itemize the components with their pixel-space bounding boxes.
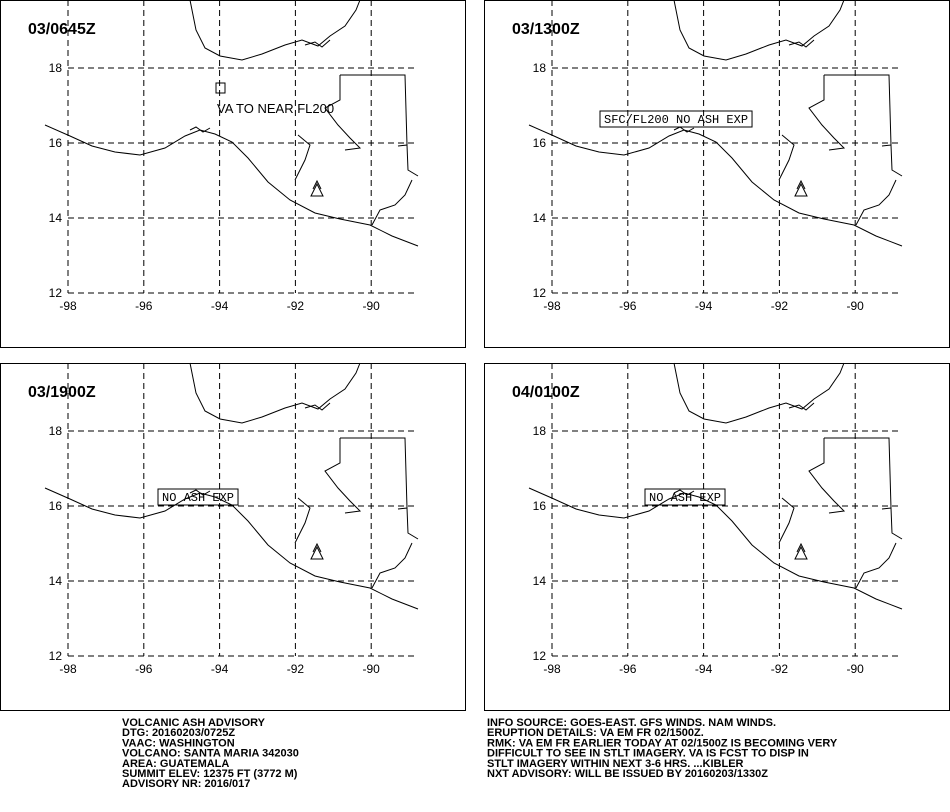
map-panel: 18 16 14 12-98 -96 -94 -92 -90 04/0100Z NO ASH EX…	[484, 362, 950, 711]
advisory-line: ADVISORY NR: 2016/017	[122, 778, 250, 790]
lon-tick-label: -96	[135, 662, 153, 676]
panel-border	[0, 0, 466, 348]
advisory-line: SUMMIT ELEV: 12375 FT (3772 M)	[122, 768, 298, 780]
lat-tick-label: 18	[533, 424, 547, 438]
lon-tick-label: -92	[771, 662, 789, 676]
lon-tick-label: -92	[287, 662, 305, 676]
lon-tick-label: -92	[287, 299, 305, 313]
lon-tick-label: -90	[363, 662, 381, 676]
ash-label-box	[157, 488, 239, 506]
panel-border	[484, 363, 950, 711]
lat-tick-label: 16	[49, 136, 63, 150]
lat-tick-label: 18	[49, 424, 63, 438]
lat-tick-label: 14	[49, 211, 63, 225]
map-panel: 18 16 14 12-98 -96 -94 -92 -90 03/1900Z NO ASH EX…	[0, 362, 466, 711]
info-line: INFO SOURCE: GOES-EAST. GFS WINDS. NAM W…	[487, 717, 776, 729]
lat-tick-label: 12	[533, 286, 547, 300]
advisory-line: VAAC: WASHINGTON	[122, 737, 235, 749]
lon-tick-label: -94	[211, 662, 229, 676]
panel-time: 03/1900Z	[28, 384, 96, 401]
panel-time: 03/1300Z	[512, 21, 580, 38]
panel-border	[0, 363, 466, 711]
ash-label-box	[599, 110, 753, 128]
lon-tick-label: -96	[619, 662, 637, 676]
lon-tick-label: -94	[211, 299, 229, 313]
lat-tick-label: 12	[49, 286, 63, 300]
advisory-line: VOLCANO: SANTA MARIA 342030	[122, 748, 299, 760]
lat-tick-label: 14	[49, 574, 63, 588]
lon-tick-label: -98	[543, 299, 561, 313]
lat-tick-label: 16	[533, 499, 547, 513]
lat-tick-label: 14	[533, 574, 547, 588]
panel-time: 04/0100Z	[512, 384, 580, 401]
ash-label: SFC/FL200 NO ASH EXP	[604, 113, 748, 127]
ash-label-box	[644, 488, 726, 506]
lat-tick-label: 18	[49, 61, 63, 75]
panel-time: 03/0645Z	[28, 21, 96, 38]
coastline	[528, 362, 903, 610]
lat-tick-label: 16	[533, 136, 547, 150]
advisory-line: VOLCANIC ASH ADVISORY	[122, 717, 266, 729]
lon-tick-label: -90	[363, 299, 381, 313]
ash-area	[215, 82, 226, 94]
lon-tick-label: -94	[695, 662, 713, 676]
lon-tick-label: -96	[619, 299, 637, 313]
info-line: ERUPTION DETAILS: VA EM FR 02/1500Z.	[487, 727, 704, 739]
lat-tick-label: 12	[533, 649, 547, 663]
coastline	[44, 362, 419, 610]
lat-tick-label: 18	[533, 61, 547, 75]
lat-tick-label: 14	[533, 211, 547, 225]
info-line: NXT ADVISORY: WILL BE ISSUED BY 20160203…	[487, 768, 768, 780]
ash-label: VA TO NEAR FL200	[217, 101, 334, 116]
map-panel: 18 16 14 12-98 -96 -94 -92 -90 03/0645Z VA TO NEA…	[0, 0, 466, 348]
lon-tick-label: -96	[135, 299, 153, 313]
ash-label: NO ASH EXP	[162, 491, 234, 505]
coastline	[44, 0, 419, 247]
ash-label: NO ASH EXP	[649, 491, 721, 505]
advisory-line: AREA: GUATEMALA	[122, 758, 229, 770]
advisory-line: DTG: 20160203/0725Z	[122, 727, 235, 739]
lon-tick-label: -90	[847, 299, 865, 313]
lon-tick-label: -98	[59, 662, 77, 676]
map-panel: 18 16 14 12-98 -96 -94 -92 -90 03/1300Z SFC/FL200…	[484, 0, 950, 348]
lon-tick-label: -94	[695, 299, 713, 313]
lat-tick-label: 12	[49, 649, 63, 663]
lon-tick-label: -98	[543, 662, 561, 676]
lat-tick-label: 16	[49, 499, 63, 513]
info-line: RMK: VA EM FR EARLIER TODAY AT 02/1500Z …	[487, 737, 838, 749]
lon-tick-label: -98	[59, 299, 77, 313]
lon-tick-label: -90	[847, 662, 865, 676]
panel-border	[484, 0, 950, 348]
lon-tick-label: -92	[771, 299, 789, 313]
info-line: DIFFICULT TO SEE IN STLT IMAGERY. VA IS …	[487, 748, 809, 760]
info-line: STLT IMAGERY WITHIN NEXT 3-6 HRS. ...KIB…	[487, 758, 744, 770]
